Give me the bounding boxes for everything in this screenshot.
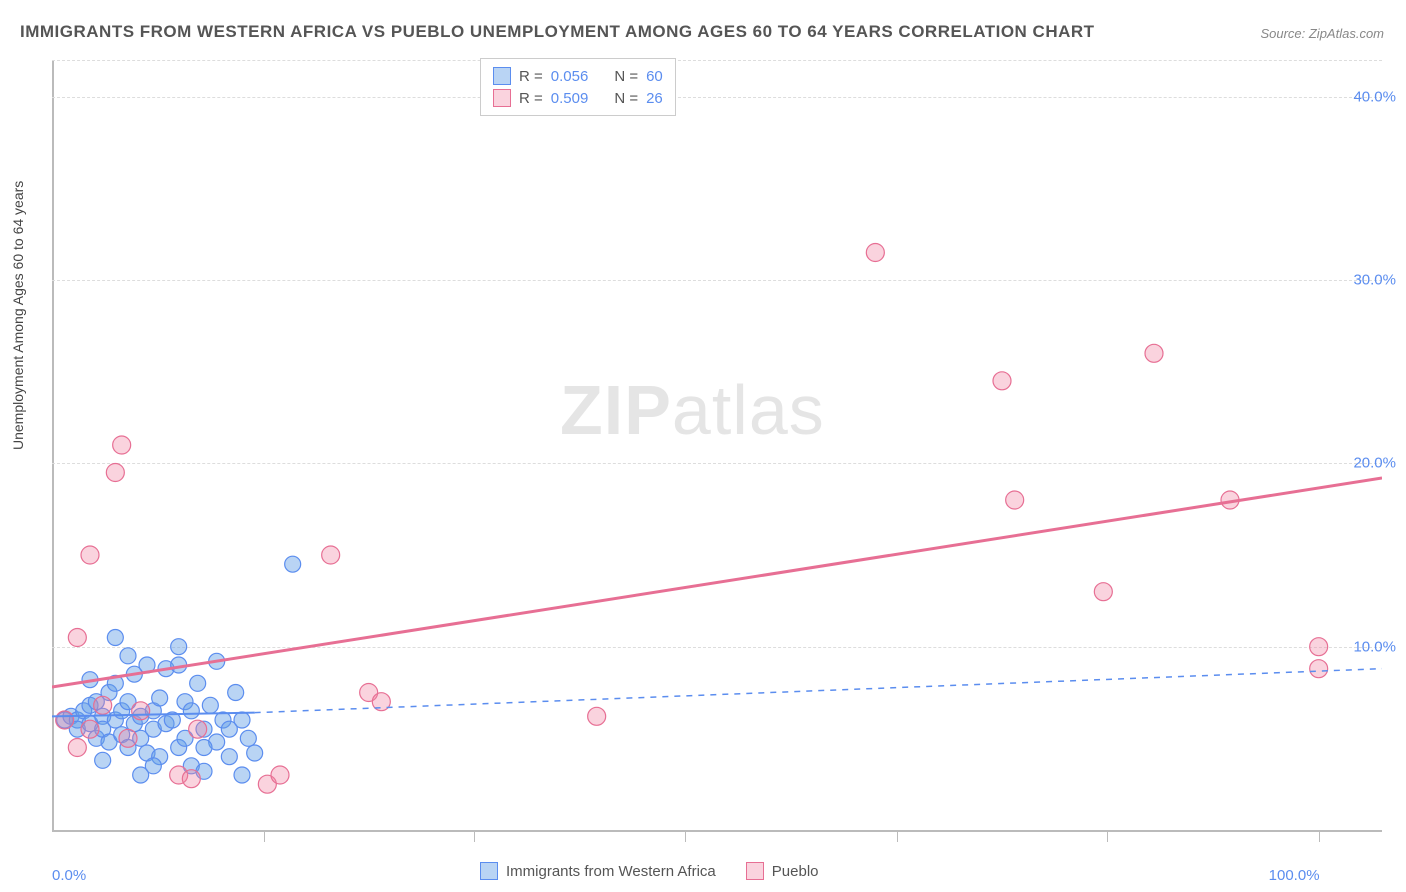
legend-row: R = 0.509 N = 26: [493, 87, 663, 109]
scatter-plot: [52, 60, 1382, 830]
legend-n-value: 60: [646, 68, 663, 85]
legend-r-value: 0.056: [551, 68, 589, 85]
legend-n-value: 26: [646, 90, 663, 107]
data-point: [588, 707, 606, 725]
data-point: [196, 740, 212, 756]
data-point: [120, 648, 136, 664]
data-point: [1006, 491, 1024, 509]
legend-item-label: Pueblo: [772, 863, 819, 880]
data-point: [1310, 660, 1328, 678]
x-tick-label: 0.0%: [52, 867, 86, 884]
legend-item: Immigrants from Western Africa: [480, 862, 716, 880]
legend-r-label: R =: [519, 90, 543, 107]
data-point: [993, 372, 1011, 390]
data-point: [81, 720, 99, 738]
legend-n-label: N =: [614, 90, 638, 107]
data-point: [119, 729, 137, 747]
data-point: [234, 767, 250, 783]
data-point: [271, 766, 289, 784]
x-axis-line: [52, 830, 1382, 832]
data-point: [189, 720, 207, 738]
data-point: [133, 767, 149, 783]
data-point: [68, 629, 86, 647]
source-attribution: Source: ZipAtlas.com: [1260, 26, 1384, 41]
legend-item: Pueblo: [746, 862, 819, 880]
chart-title: IMMIGRANTS FROM WESTERN AFRICA VS PUEBLO…: [20, 22, 1095, 42]
legend-swatch-blue: [493, 67, 511, 85]
data-point: [202, 697, 218, 713]
data-point: [247, 745, 263, 761]
data-point: [152, 690, 168, 706]
data-point: [1310, 638, 1328, 656]
data-point: [68, 739, 86, 757]
y-axis-label: Unemployment Among Ages 60 to 64 years: [10, 181, 26, 450]
data-point: [234, 712, 250, 728]
data-point: [866, 244, 884, 262]
data-point: [221, 749, 237, 765]
data-point: [56, 711, 74, 729]
data-point: [95, 752, 111, 768]
data-point: [190, 675, 206, 691]
legend-swatch-pink: [493, 89, 511, 107]
data-point: [322, 546, 340, 564]
legend-row: R = 0.056 N = 60: [493, 65, 663, 87]
x-tick-label: 100.0%: [1269, 867, 1320, 884]
data-point: [107, 630, 123, 646]
data-point: [182, 770, 200, 788]
data-point: [106, 464, 124, 482]
legend-n-label: N =: [614, 68, 638, 85]
legend-swatch-blue: [480, 862, 498, 880]
correlation-legend: R = 0.056 N = 60 R = 0.509 N = 26: [480, 58, 676, 116]
legend-item-label: Immigrants from Western Africa: [506, 863, 716, 880]
legend-r-label: R =: [519, 68, 543, 85]
data-point: [1145, 344, 1163, 362]
series-legend: Immigrants from Western Africa Pueblo: [480, 862, 819, 880]
data-point: [1094, 583, 1112, 601]
data-point: [285, 556, 301, 572]
data-point: [81, 546, 99, 564]
data-point: [113, 436, 131, 454]
data-point: [171, 639, 187, 655]
data-point: [183, 703, 199, 719]
data-point: [228, 685, 244, 701]
data-point: [132, 702, 150, 720]
legend-swatch-pink: [746, 862, 764, 880]
legend-r-value: 0.509: [551, 90, 589, 107]
data-point: [94, 696, 112, 714]
data-point: [240, 730, 256, 746]
